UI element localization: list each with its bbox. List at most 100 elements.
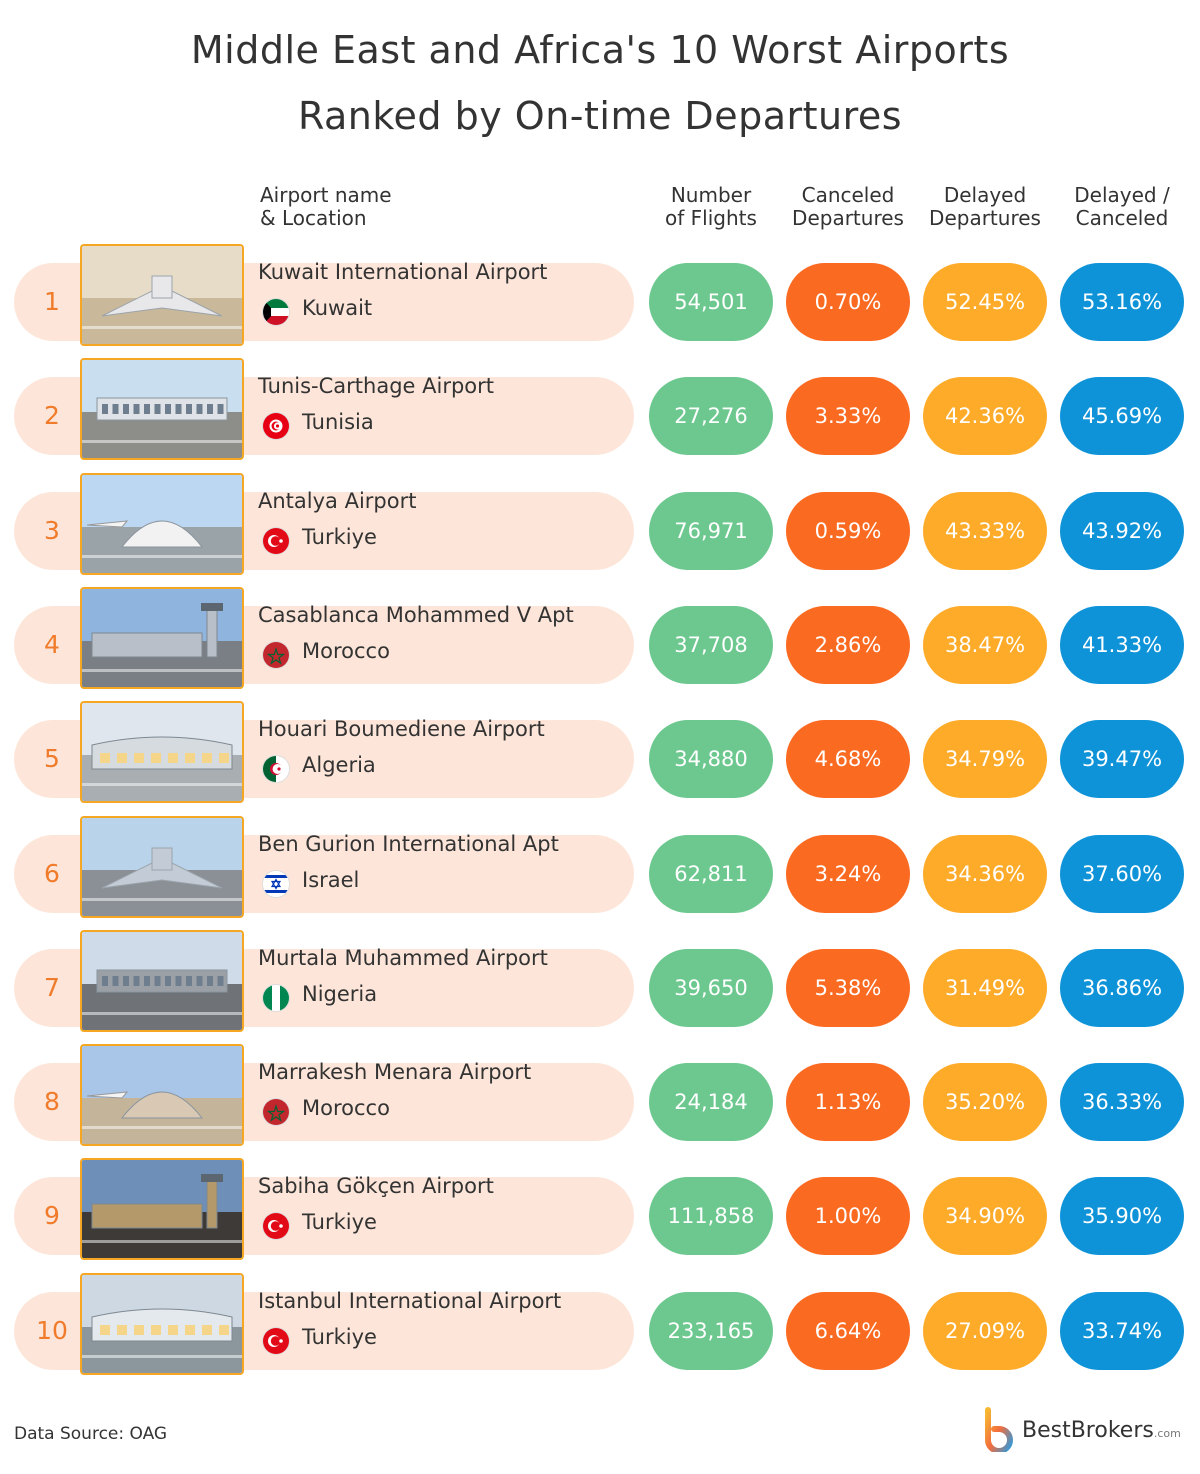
- chart-title: Middle East and Africa's 10 Worst Airpor…: [190, 28, 1010, 72]
- flights-value: 24,184: [649, 1063, 773, 1142]
- header-delayed: Delayed Departures: [920, 184, 1050, 230]
- header-delayed-canceled: Delayed / Canceled: [1057, 184, 1187, 230]
- header-flights: Number of Flights: [646, 184, 776, 230]
- airport-photo-icon: [82, 1274, 242, 1373]
- delayed-value: 38.47%: [923, 605, 1047, 684]
- rank-number: 2: [44, 401, 60, 431]
- canceled-value: 4.68%: [786, 720, 910, 799]
- table-row: 9 Sabiha Gökçen Airport Turkiye 111,858 1.00…: [0, 1158, 1200, 1274]
- country-name: Turkiye: [302, 1324, 377, 1349]
- airport-photo: [80, 701, 244, 804]
- airport-photo-icon: [82, 1046, 242, 1145]
- delayed-canceled-value: 53.16%: [1060, 263, 1184, 341]
- rank-number: 10: [36, 1315, 68, 1345]
- country-name: Kuwait: [302, 296, 373, 320]
- brand-word: BestBrokers: [1022, 1418, 1154, 1443]
- country-flag-svg: [263, 870, 289, 897]
- table-row: 10 Istanbul International Airport Turkiye 2…: [0, 1272, 1200, 1389]
- airport-name: Kuwait International Airport: [258, 260, 548, 284]
- delayed-canceled-value: 45.69%: [1060, 377, 1184, 456]
- header-canceled-line2: Departures: [792, 206, 904, 230]
- rank-number: 5: [44, 744, 60, 774]
- flights-value: 233,165: [649, 1291, 773, 1370]
- rank-number: 9: [44, 1201, 60, 1231]
- country-flag-svg: [263, 756, 289, 783]
- rank-number: 3: [44, 515, 60, 545]
- delayed-canceled-value: 36.33%: [1060, 1063, 1184, 1142]
- country-name: Algeria: [302, 753, 376, 778]
- airport-photo: [80, 815, 244, 918]
- table-row: 5 Houari Boumediene Airport Algeria 34,880 4…: [0, 701, 1200, 817]
- table-row: 8 Marrakesh Menara Airport Morocco 24,184 1.…: [0, 1044, 1200, 1160]
- brand-domain: .com: [1153, 1427, 1181, 1440]
- country-name: Turkiye: [302, 524, 377, 549]
- brand-name: BestBrokers.com: [1022, 1418, 1181, 1443]
- table-row: 7 Murtala Muhammed Airport Nigeria 39,650 5.…: [0, 929, 1200, 1046]
- country-flag-svg: [263, 299, 289, 325]
- country-flag-icon: [262, 640, 290, 669]
- country-flag-icon: [262, 869, 290, 898]
- country-flag-icon: [262, 526, 290, 555]
- airport-photo: [80, 586, 244, 689]
- country-name: Morocco: [302, 1096, 390, 1121]
- delayed-value: 34.36%: [923, 834, 1047, 913]
- delayed-value: 35.20%: [923, 1063, 1047, 1142]
- canceled-value: 0.70%: [786, 263, 910, 341]
- delayed-canceled-value: 43.92%: [1060, 491, 1184, 570]
- airport-photo: [80, 929, 244, 1032]
- header-delayed-line1: Delayed: [943, 183, 1027, 207]
- flights-value: 54,501: [649, 263, 773, 341]
- country-flag-icon: [262, 1098, 290, 1127]
- header-delayed-line2: Departures: [929, 206, 1041, 230]
- rank-number: 8: [44, 1087, 60, 1117]
- table-row: 1 Kuwait International Airport Kuwait 54,50…: [0, 244, 1200, 360]
- country-flag-icon: [262, 1326, 290, 1355]
- airport-photo-icon: [82, 931, 242, 1030]
- header-airport-line1: Airport name: [260, 183, 392, 207]
- airport-name: Antalya Airport: [258, 488, 417, 513]
- header-airport: Airport name & Location: [260, 184, 392, 230]
- airport-photo: [80, 244, 244, 346]
- airport-photo-icon: [82, 817, 242, 916]
- airport-photo-icon: [82, 703, 242, 802]
- flights-value: 111,858: [649, 1177, 773, 1256]
- airport-photo-icon: [82, 1160, 242, 1259]
- airport-photo-icon: [82, 474, 242, 573]
- bestbrokers-logo: BestBrokers.com: [982, 1406, 1182, 1452]
- country-flag-svg: [263, 984, 289, 1011]
- delayed-value: 34.90%: [923, 1177, 1047, 1256]
- canceled-value: 3.24%: [786, 834, 910, 913]
- airport-name: Tunis-Carthage Airport: [258, 374, 494, 399]
- country-flag-svg: [263, 1099, 289, 1126]
- airport-name: Istanbul International Airport: [258, 1288, 562, 1313]
- country-flag-icon: [262, 1212, 290, 1241]
- airport-name: Sabiha Gökçen Airport: [258, 1174, 494, 1199]
- delayed-canceled-value: 33.74%: [1060, 1291, 1184, 1370]
- rank-number: 6: [44, 858, 60, 888]
- canceled-value: 5.38%: [786, 948, 910, 1027]
- flights-value: 62,811: [649, 834, 773, 913]
- flights-value: 34,880: [649, 720, 773, 799]
- delayed-canceled-value: 37.60%: [1060, 834, 1184, 913]
- airport-photo-icon: [82, 588, 242, 687]
- delayed-canceled-value: 35.90%: [1060, 1177, 1184, 1256]
- airport-photo: [80, 1272, 244, 1375]
- airport-name: Marrakesh Menara Airport: [258, 1060, 532, 1085]
- country-flag-svg: [263, 641, 289, 668]
- delayed-value: 43.33%: [923, 491, 1047, 570]
- delayed-canceled-value: 41.33%: [1060, 605, 1184, 684]
- country-flag-svg: [263, 527, 289, 554]
- country-flag-icon: [262, 983, 290, 1012]
- airport-photo-icon: [82, 246, 242, 344]
- country-flag-svg: [263, 1213, 289, 1240]
- airport-photo: [80, 1158, 244, 1261]
- delayed-value: 34.79%: [923, 720, 1047, 799]
- header-delayed-canceled-line1: Delayed /: [1074, 183, 1170, 207]
- bestbrokers-logo-icon: [985, 1407, 1013, 1452]
- header-flights-line2: of Flights: [665, 206, 757, 230]
- header-delayed-canceled-line2: Canceled: [1075, 206, 1169, 230]
- rank-number: 4: [44, 629, 60, 659]
- airport-photo: [80, 358, 244, 461]
- delayed-value: 31.49%: [923, 948, 1047, 1027]
- country-flag-icon: [262, 412, 290, 441]
